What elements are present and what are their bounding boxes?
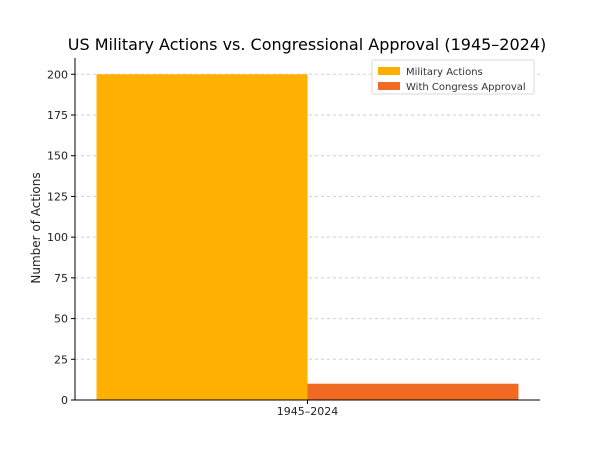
y-tick-label: 25 <box>54 353 68 366</box>
bar-0-0 <box>96 74 308 401</box>
y-axis-label: Number of Actions <box>29 172 43 283</box>
legend-swatch-0 <box>378 67 400 75</box>
legend: Military Actions With Congress Approval <box>371 59 535 95</box>
x-tick-label: 1945–2024 <box>277 405 339 418</box>
y-tick-label: 125 <box>47 190 68 203</box>
y-tick-label: 200 <box>47 68 68 81</box>
y-tick-label: 150 <box>47 150 68 163</box>
y-ticks: 0 25 50 75 100 125 150 175 200 <box>47 68 75 407</box>
legend-swatch-1 <box>378 82 400 90</box>
bar-1-0 <box>307 383 519 400</box>
bars <box>96 74 519 401</box>
y-tick-label: 75 <box>54 272 68 285</box>
x-ticks: 1945–2024 <box>277 400 339 418</box>
legend-box <box>371 59 535 95</box>
legend-label-0: Military Actions <box>406 67 483 78</box>
y-tick-label: 175 <box>47 109 68 122</box>
y-tick-label: 0 <box>61 394 68 407</box>
y-tick-label: 100 <box>47 231 68 244</box>
chart-title: US Military Actions vs. Congressional Ap… <box>68 35 547 54</box>
y-tick-label: 50 <box>54 313 68 326</box>
legend-label-1: With Congress Approval <box>406 82 526 93</box>
